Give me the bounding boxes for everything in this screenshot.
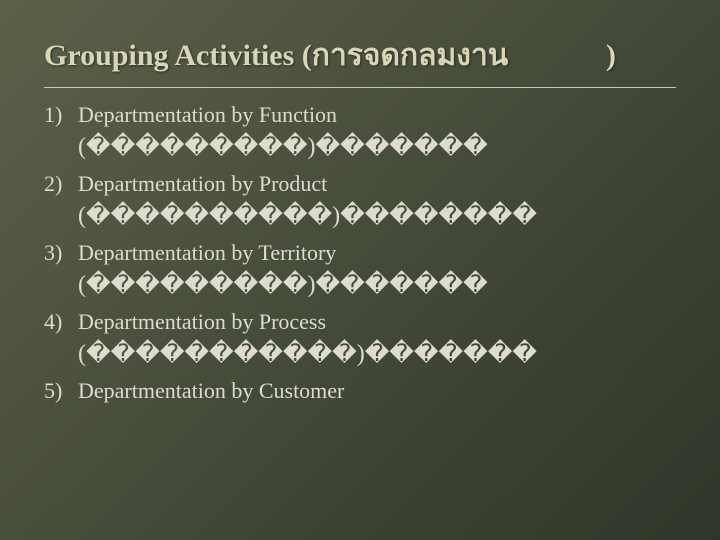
item-subtext: (���������)������� xyxy=(44,132,676,161)
list: 1) Departmentation by Function (��������… xyxy=(0,88,720,404)
item-label: Departmentation by Function xyxy=(78,102,676,128)
item-label: Departmentation by Customer xyxy=(78,378,676,404)
item-label: Departmentation by Process xyxy=(78,309,676,335)
item-number: 1) xyxy=(44,102,78,128)
item-label: Departmentation by Territory xyxy=(78,240,676,266)
list-item: 5) Departmentation by Customer xyxy=(44,378,676,404)
item-number: 3) xyxy=(44,240,78,266)
title-area: Grouping Activities (การจดกลมงาน ) xyxy=(0,0,720,79)
list-item: 4) Departmentation by Process (���������… xyxy=(44,309,676,368)
slide: Grouping Activities (การจดกลมงาน ) 1) De… xyxy=(0,0,720,540)
item-number: 4) xyxy=(44,309,78,335)
title-prefix: Grouping Activities ( xyxy=(44,39,312,73)
list-item: 2) Departmentation by Product (���������… xyxy=(44,171,676,230)
title-close-paren: ) xyxy=(606,39,676,73)
item-number: 5) xyxy=(44,378,78,404)
item-number: 2) xyxy=(44,171,78,197)
item-label: Departmentation by Product xyxy=(78,171,676,197)
item-subtext: (����������)�������� xyxy=(44,201,676,230)
slide-title: Grouping Activities (การจดกลมงาน ) xyxy=(44,32,676,79)
list-item: 1) Departmentation by Function (��������… xyxy=(44,102,676,161)
list-item: 3) Departmentation by Territory (�������… xyxy=(44,240,676,299)
title-thai: การจดกลมงาน xyxy=(312,32,509,79)
item-subtext: (���������)������� xyxy=(44,270,676,299)
item-subtext: (�����������)������� xyxy=(44,339,676,368)
